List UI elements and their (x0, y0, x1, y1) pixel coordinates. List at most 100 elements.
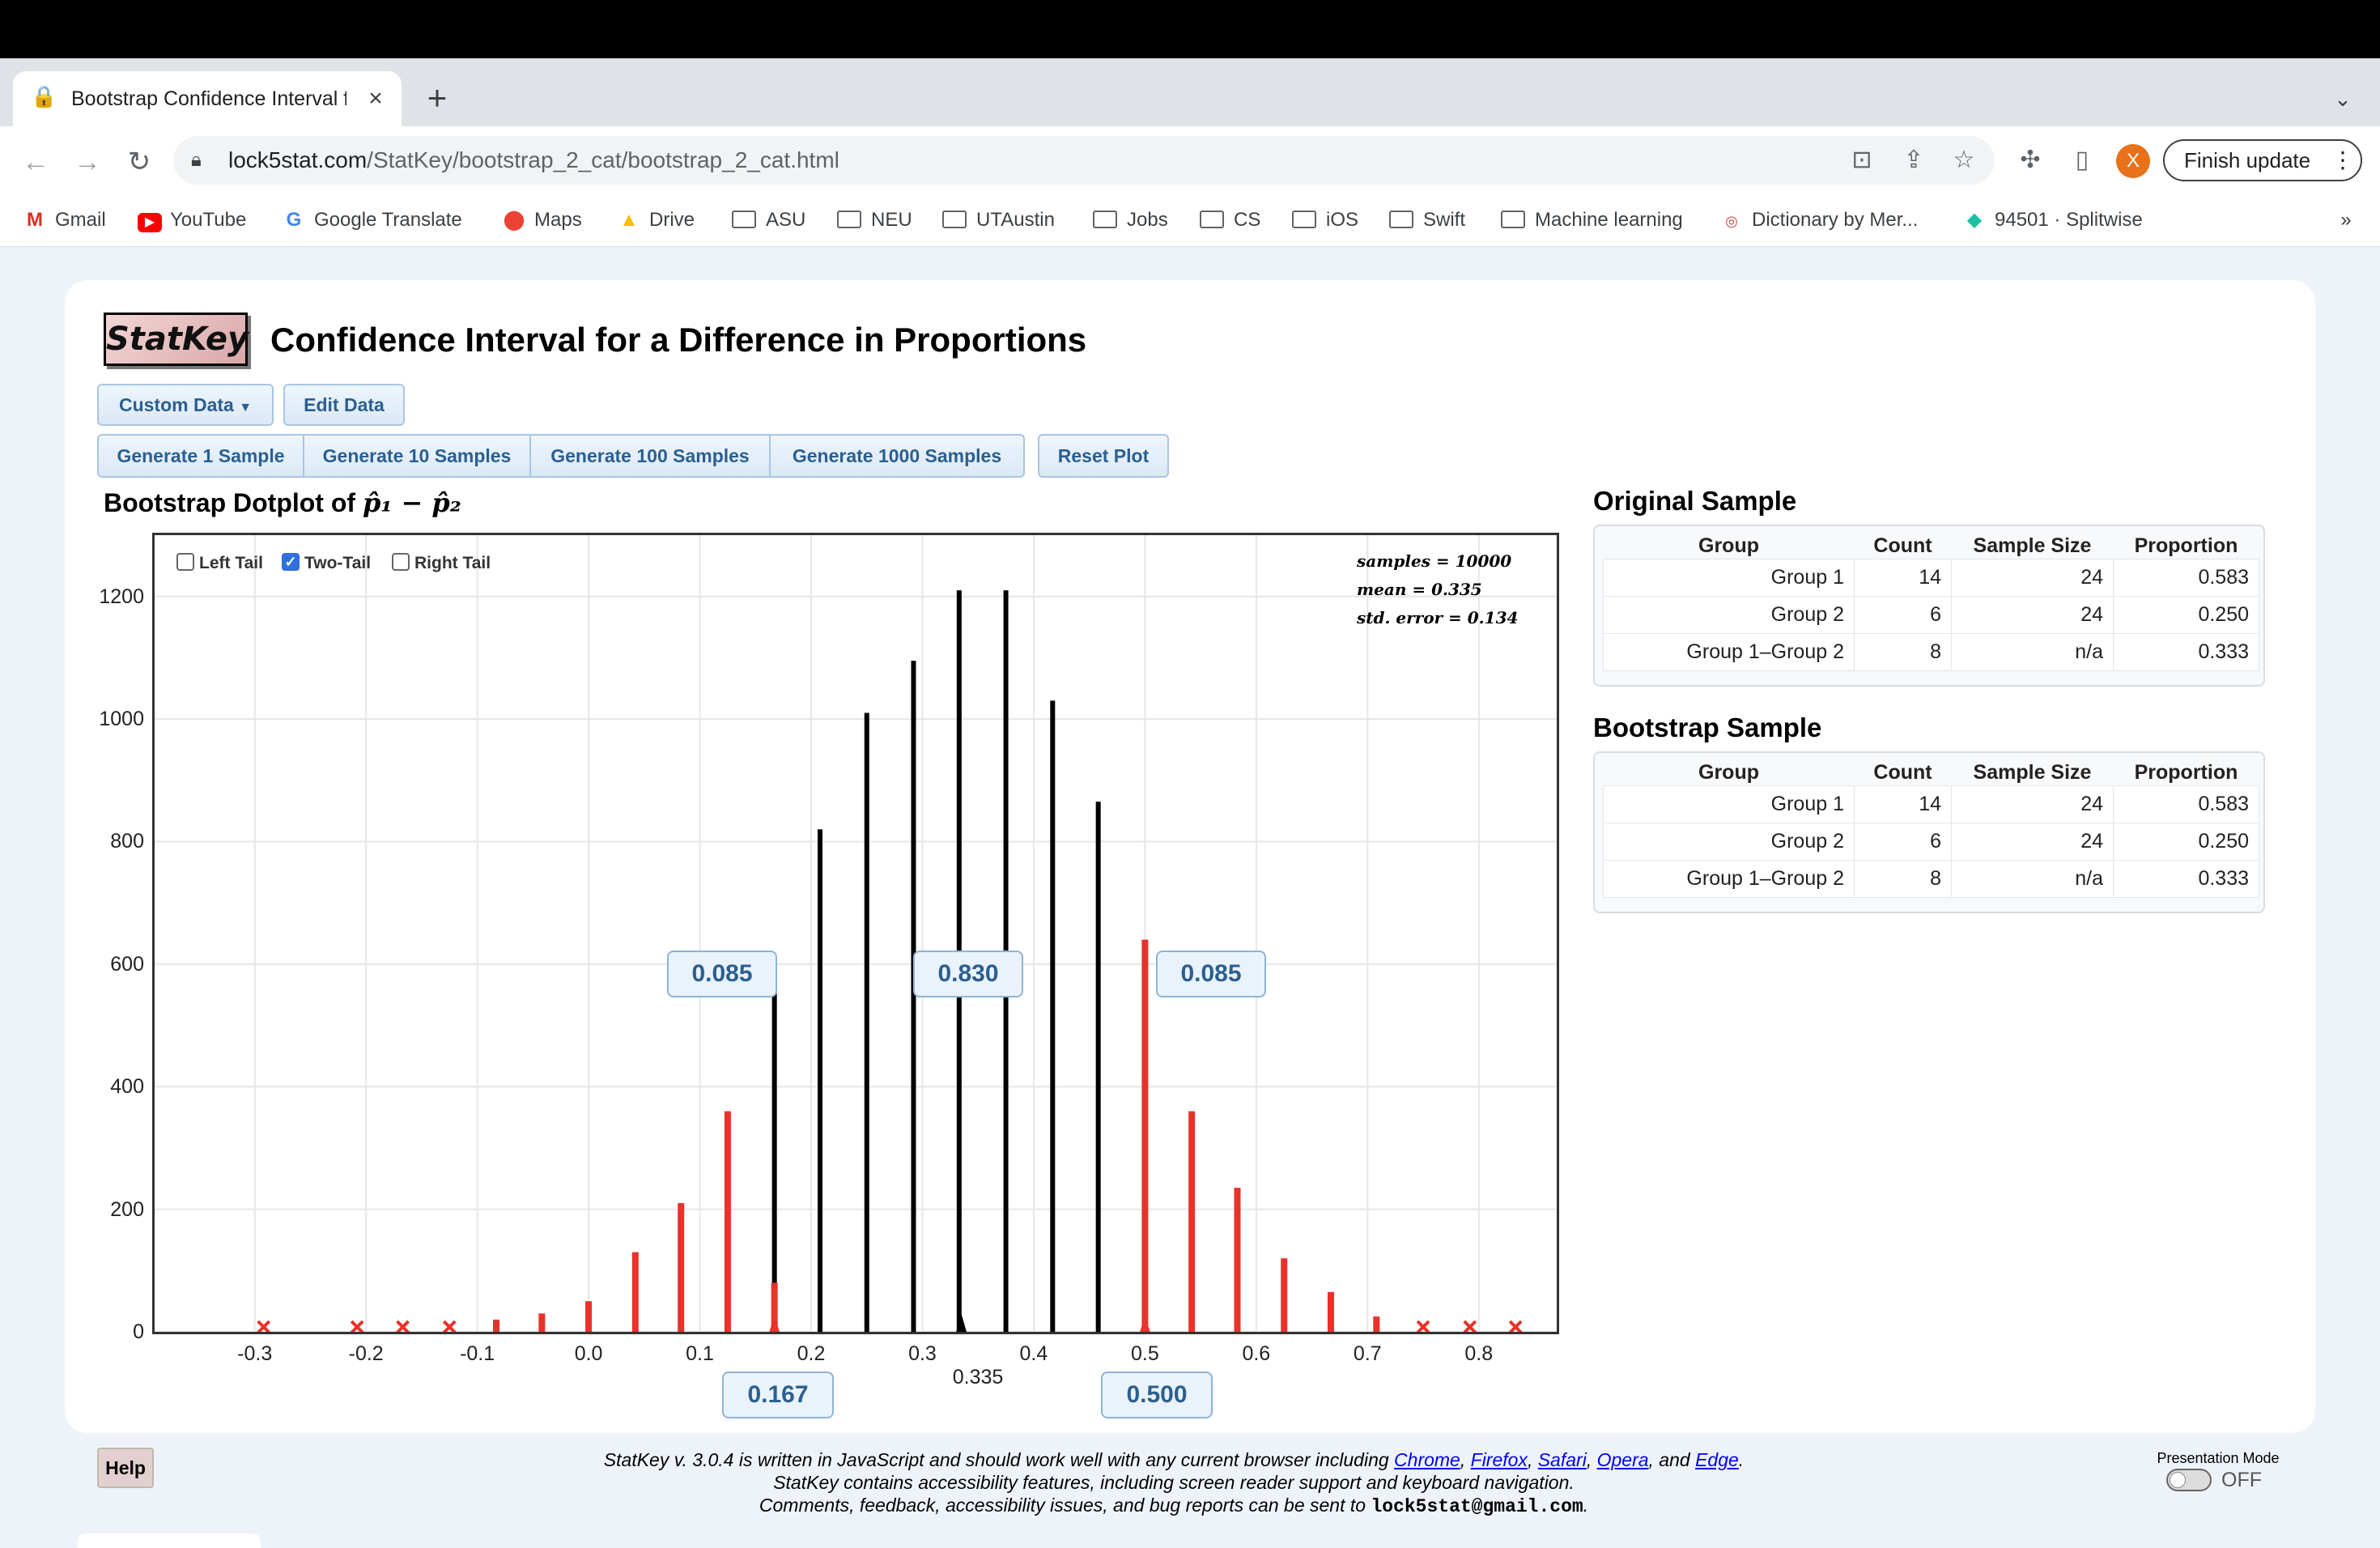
right-tail-proportion[interactable]: 0.085 (1156, 950, 1266, 997)
maps-icon: ⬤ (503, 209, 525, 231)
left-tail-label: Left Tail (199, 554, 263, 572)
generate-1000-samples-button[interactable]: Generate 1000 Samples (769, 434, 1025, 478)
original-sample-table: Group Count Sample Size Proportion Group… (1593, 525, 2265, 687)
finish-update-button[interactable]: Finish update (2163, 139, 2362, 181)
bookmark-label: NEU (871, 209, 912, 231)
firefox-link[interactable]: Firefox (1470, 1449, 1528, 1470)
right-tail-option[interactable]: Right Tail (392, 549, 491, 578)
two-tail-option[interactable]: ✓ Two-Tail (282, 549, 371, 578)
table-row: Group 1 14 24 0.583 (1603, 785, 2259, 823)
bookmarks-overflow-icon[interactable]: » (2340, 209, 2352, 231)
left-tail-proportion[interactable]: 0.085 (667, 950, 777, 997)
table-row: Group 1–Group 2 8 n/a 0.333 (1603, 633, 2259, 671)
bookmark-swift[interactable]: Swift (1389, 204, 1465, 236)
folder-icon (1389, 210, 1413, 228)
x-tick-label: 0.6 (1242, 1342, 1271, 1365)
browser-tab[interactable] (13, 71, 402, 126)
bookmark-label: iOS (1326, 209, 1359, 231)
bookmark-cs[interactable]: CS (1200, 204, 1260, 236)
extensions-icon[interactable]: ✣ (2020, 147, 2041, 173)
bookmark-dictionary[interactable]: ◎ Dictionary by Mer... (1719, 204, 1918, 236)
edit-data-button[interactable]: Edit Data (283, 384, 405, 426)
drive-icon: ▲ (619, 209, 639, 231)
bookmark-asu[interactable]: ASU (732, 204, 805, 236)
generate-1-sample-button[interactable]: Generate 1 Sample (97, 434, 304, 478)
col-group: Group (1698, 760, 1759, 784)
profile-avatar[interactable]: X (2116, 144, 2150, 178)
bookmark-ios[interactable]: iOS (1292, 204, 1358, 236)
bookmark-label: Jobs (1127, 209, 1168, 231)
samples-stat: samples = 10000 (1357, 551, 1512, 571)
bookmark-splitwise[interactable]: ◆ 94501 · Splitwise (1962, 204, 2143, 236)
two-tail-checkbox[interactable]: ✓ (282, 553, 300, 572)
table-row: Group 1 14 24 0.583 (1603, 559, 2259, 597)
mean-stat: mean = 0.335 (1357, 580, 1482, 599)
custom-data-dropdown[interactable]: Custom Data ▼ (97, 384, 274, 426)
right-tail-label: Right Tail (414, 554, 491, 572)
bookmark-label: 94501 · Splitwise (1995, 209, 2143, 231)
help-button[interactable]: Help (97, 1448, 154, 1488)
lower-bound-label[interactable]: 0.167 (722, 1372, 834, 1418)
close-tab-icon[interactable]: × (368, 85, 383, 112)
address-bar[interactable] (173, 136, 1995, 185)
footer-line-3: Comments, feedback, accessibility issues… (759, 1495, 1589, 1517)
new-tab-icon[interactable]: + (427, 79, 448, 117)
bookmark-gmail[interactable]: M Gmail (23, 204, 106, 236)
forward-arrow-icon[interactable]: → (74, 147, 101, 177)
bookmark-machine-learning[interactable]: Machine learning (1501, 204, 1683, 236)
cell-group: Group 2 (1603, 823, 1855, 861)
bookmark-label: Swift (1423, 209, 1466, 231)
col-sample-size: Sample Size (1973, 534, 2092, 557)
bookmark-maps[interactable]: ⬤ Maps (502, 204, 582, 236)
safari-link[interactable]: Safari (1537, 1449, 1587, 1470)
two-tail-label: Two-Tail (304, 554, 372, 572)
right-tail-checkbox[interactable] (392, 553, 410, 572)
youtube-icon: ▶ (138, 213, 162, 232)
toggle-knob[interactable] (2170, 1472, 2186, 1488)
upper-bound-label[interactable]: 0.500 (1101, 1372, 1213, 1418)
folder-icon (1292, 210, 1316, 228)
bookmark-star-icon[interactable]: ☆ (1953, 147, 1975, 173)
edge-link[interactable]: Edge (1695, 1449, 1739, 1470)
url-path: /StatKey/bootstrap_2_cat/bootstrap_2_cat… (367, 147, 839, 172)
lock-icon[interactable]: 🔒︎ (191, 149, 202, 171)
opera-link[interactable]: Opera (1596, 1449, 1649, 1470)
bookmark-drive[interactable]: ▲ Drive (617, 204, 695, 236)
reload-icon[interactable]: ↻ (127, 147, 151, 177)
table-row: Group 2 6 24 0.250 (1603, 596, 2259, 634)
bookmark-youtube[interactable]: ▶ YouTube (138, 204, 246, 236)
cell-count: 6 (1854, 596, 1952, 634)
url-text[interactable]: lock5stat.com/StatKey/bootstrap_2_cat/bo… (228, 146, 1685, 175)
y-tick-label: 0 (133, 1320, 144, 1343)
left-tail-checkbox[interactable] (176, 553, 194, 572)
generate-10-samples-button[interactable]: Generate 10 Samples (303, 434, 531, 478)
url-host: lock5stat.com (228, 147, 368, 172)
bookmark-jobs[interactable]: Jobs (1093, 204, 1168, 236)
bootstrap-sample-table: Group Count Sample Size Proportion Group… (1593, 751, 2265, 913)
bookmark-neu[interactable]: NEU (837, 204, 912, 236)
tab-title[interactable]: Bootstrap Confidence Interval f (71, 87, 346, 110)
table-row: Group 1–Group 2 8 n/a 0.333 (1603, 860, 2259, 898)
back-arrow-icon[interactable]: ← (22, 147, 49, 177)
translate-page-icon[interactable]: ⊡ (1851, 147, 1872, 173)
merriam-webster-icon: ◎ (1725, 213, 1738, 229)
contact-email[interactable]: lock5stat@gmail.com (1371, 1496, 1583, 1517)
statkey-logo[interactable]: StatKey (104, 313, 249, 366)
y-tick-label: 600 (110, 952, 144, 976)
side-panel-icon[interactable]: ▯ (2075, 147, 2089, 173)
x-tick-label: -0.3 (237, 1342, 273, 1365)
reset-plot-button[interactable]: Reset Plot (1038, 434, 1169, 478)
generate-100-samples-button[interactable]: Generate 100 Samples (529, 434, 771, 478)
y-tick-label: 200 (110, 1197, 144, 1221)
share-icon[interactable]: ⇪ (1903, 147, 1924, 173)
left-tail-option[interactable]: Left Tail (176, 549, 263, 578)
chevron-down-icon[interactable]: ⌄ (2334, 87, 2352, 111)
lock-favicon-icon: 🔒 (31, 84, 57, 108)
bookmark-utaustin[interactable]: UTAustin (942, 204, 1055, 236)
middle-proportion[interactable]: 0.830 (913, 950, 1023, 997)
more-menu-icon[interactable]: ⋮ (2331, 147, 2354, 172)
screen-top-bar (0, 0, 2380, 58)
bookmark-google-translate[interactable]: G Google Translate (282, 204, 462, 236)
table-row: Group 2 6 24 0.250 (1603, 823, 2259, 861)
chrome-link[interactable]: Chrome (1394, 1449, 1460, 1470)
